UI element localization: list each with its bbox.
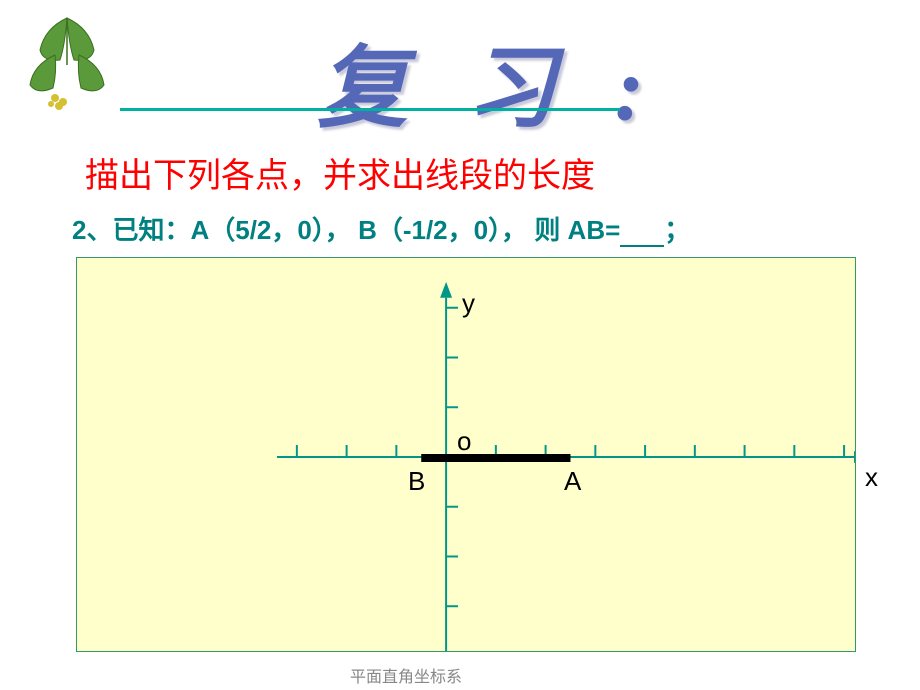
problem-suffix: ； xyxy=(664,215,690,245)
point-b-label: B xyxy=(408,466,425,497)
title-underline xyxy=(120,108,620,111)
coordinate-plane-chart: y o x A B xyxy=(76,257,856,652)
y-axis-label: y xyxy=(462,288,475,319)
problem-statement: 2、已知：A（5/2，0）， B（-1/2，0）， 则 AB= ； xyxy=(72,210,690,247)
slide-title-container: 复 习 : xyxy=(100,15,880,145)
x-axis-label: x xyxy=(865,462,878,493)
footer-text: 平面直角坐标系 xyxy=(350,663,462,687)
origin-label: o xyxy=(457,426,471,457)
instruction-text: 描出下列各点，并求出线段的长度 xyxy=(85,148,595,197)
answer-blank xyxy=(620,227,664,247)
point-a-label: A xyxy=(564,466,581,497)
problem-prefix: 2、已知：A（5/2，0）， B（-1/2，0）， 则 AB= xyxy=(72,215,620,245)
slide-title: 复 习 : xyxy=(318,15,663,145)
